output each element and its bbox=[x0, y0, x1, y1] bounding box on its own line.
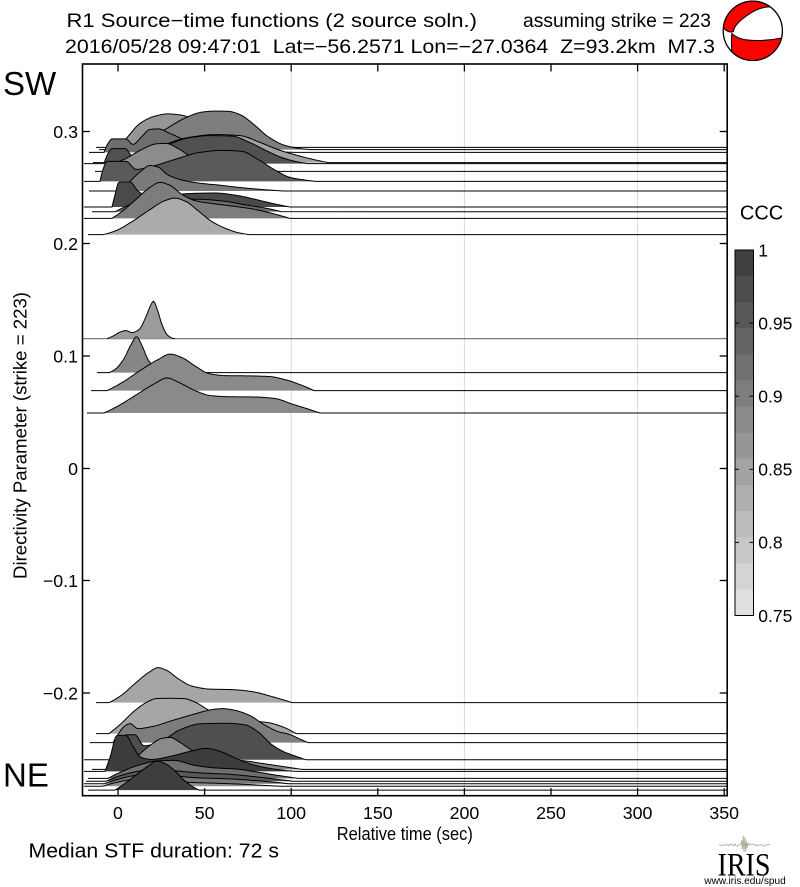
svg-text:250: 250 bbox=[536, 803, 566, 823]
svg-text:R1 Source−time functions (2 so: R1 Source−time functions (2 source soln.… bbox=[67, 10, 478, 32]
svg-text:0.95: 0.95 bbox=[758, 313, 792, 333]
svg-text:0.2: 0.2 bbox=[53, 234, 78, 254]
svg-text:2016/05/28 09:47:01 Lat=−56.2: 2016/05/28 09:47:01 Lat=−56.2571 Lon=−27… bbox=[65, 36, 715, 58]
svg-text:SW: SW bbox=[3, 65, 57, 102]
svg-text:−0.2: −0.2 bbox=[43, 683, 78, 703]
svg-text:100: 100 bbox=[276, 803, 306, 823]
svg-text:0.8: 0.8 bbox=[758, 533, 782, 553]
svg-text:0.85: 0.85 bbox=[758, 460, 792, 480]
svg-text:NE: NE bbox=[3, 757, 49, 794]
svg-text:assuming strike = 223: assuming strike = 223 bbox=[523, 10, 711, 32]
svg-text:CCC: CCC bbox=[740, 203, 783, 225]
svg-text:Directivity Parameter (strike: Directivity Parameter (strike = 223) bbox=[10, 292, 31, 579]
svg-text:50: 50 bbox=[195, 803, 215, 823]
svg-text:IRIS: IRIS bbox=[718, 848, 771, 884]
svg-text:0.1: 0.1 bbox=[53, 346, 78, 366]
svg-text:0: 0 bbox=[68, 459, 78, 479]
svg-text:1: 1 bbox=[758, 240, 768, 260]
svg-text:0.3: 0.3 bbox=[53, 122, 78, 142]
svg-text:350: 350 bbox=[709, 803, 739, 823]
svg-text:0.75: 0.75 bbox=[758, 606, 792, 626]
svg-text:300: 300 bbox=[623, 803, 653, 823]
svg-text:−0.1: −0.1 bbox=[43, 571, 78, 591]
svg-text:0: 0 bbox=[113, 803, 123, 823]
svg-text:Relative time (sec): Relative time (sec) bbox=[337, 824, 473, 844]
svg-text:www.iris.edu/spud: www.iris.edu/spud bbox=[703, 876, 786, 887]
svg-text:0.9: 0.9 bbox=[758, 387, 782, 407]
svg-text:150: 150 bbox=[363, 803, 393, 823]
svg-text:Median STF duration: 72 s: Median STF duration: 72 s bbox=[29, 840, 280, 863]
svg-text:200: 200 bbox=[450, 803, 480, 823]
